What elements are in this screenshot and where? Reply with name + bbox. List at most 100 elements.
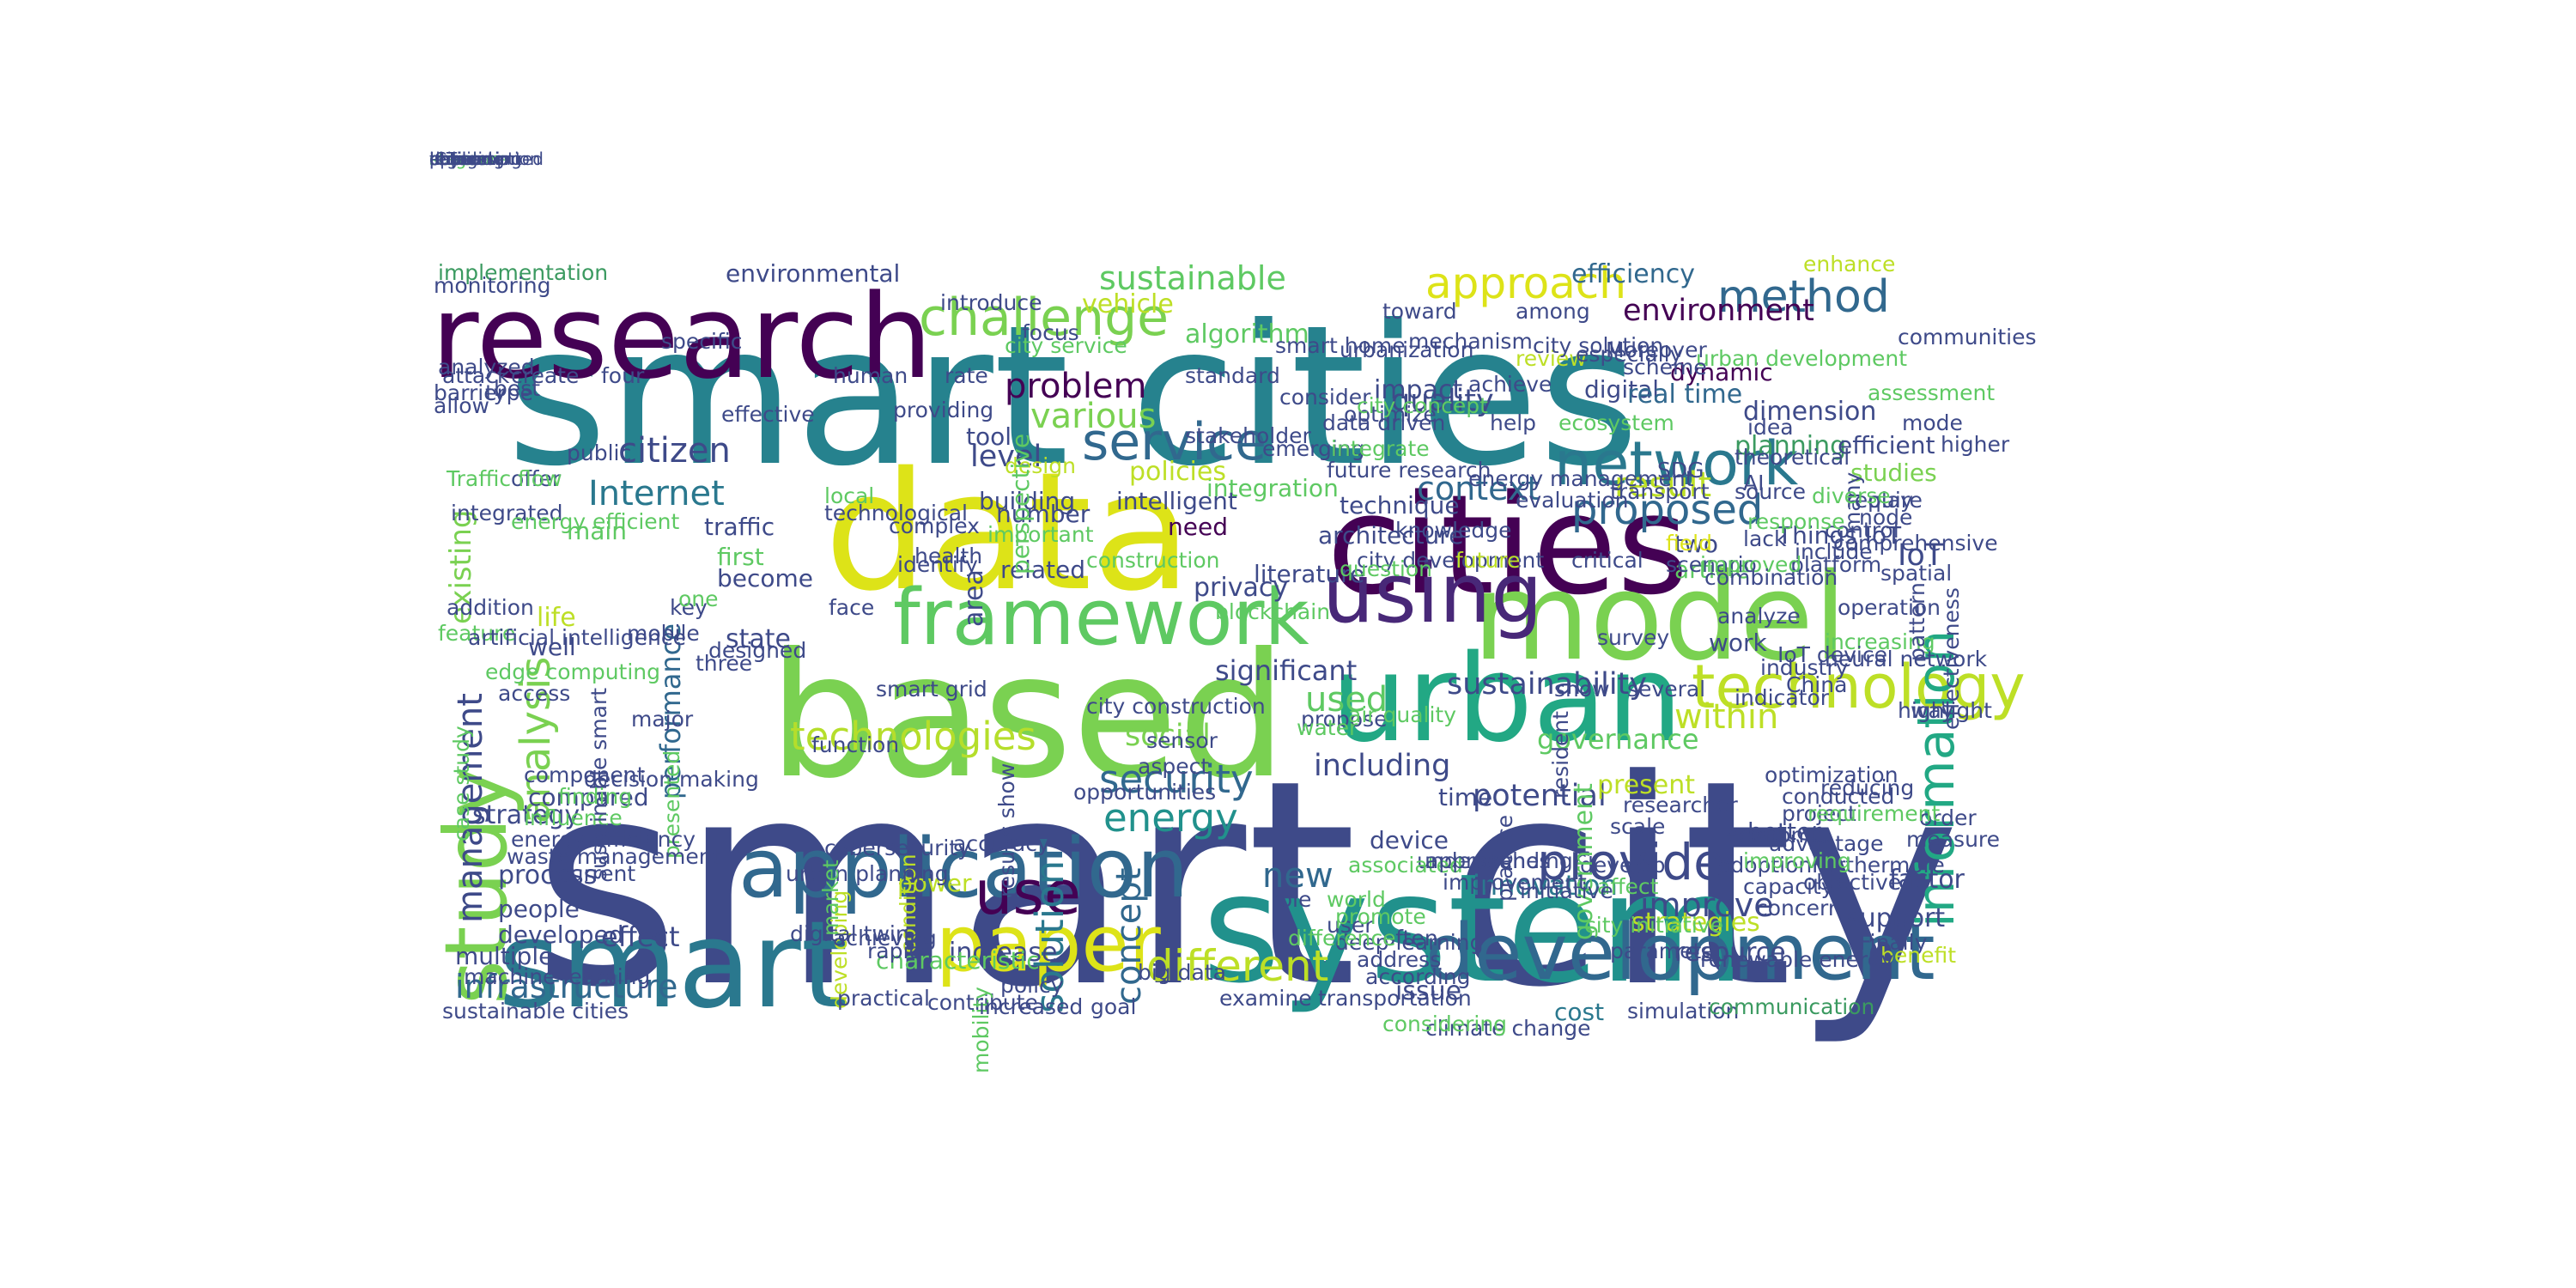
cloud-word: future (1455, 548, 1521, 573)
cloud-word: optimize (1344, 402, 1437, 427)
cloud-word: goal (1091, 994, 1137, 1019)
cloud-word: future research (1327, 458, 1492, 483)
cloud-word: simulation (1627, 999, 1740, 1024)
cloud-word: cities (1327, 465, 1689, 625)
cloud-word: real time (1627, 380, 1743, 410)
cloud-word: especially (1576, 342, 1683, 367)
cloud-word: developed (498, 920, 624, 949)
cloud-word: higher (1941, 432, 2010, 457)
cloud-word: decision making (584, 767, 759, 792)
cloud-word: factor (1889, 865, 1965, 895)
cloud-word: machine learning (464, 964, 651, 989)
cloud-word: sustainability (1447, 667, 1648, 702)
cloud-word: edge computing (485, 659, 661, 684)
cloud-word: approach (1425, 258, 1626, 308)
cloud-word: effectiveness (1939, 587, 1964, 730)
cloud-word: enhance (1803, 252, 1896, 276)
cloud-word: help (1490, 410, 1537, 435)
cloud-word: access (498, 681, 571, 706)
cloud-word: evaluation (1516, 488, 1629, 513)
cloud-word: critical (1571, 548, 1643, 573)
cloud-word: communities (1898, 325, 2037, 349)
cloud-word: promote (1335, 904, 1426, 929)
cloud-word: infrastructure (455, 968, 678, 1005)
cloud-word: spatial (1880, 561, 1953, 586)
cloud-word: include (1795, 539, 1873, 564)
cloud-word: vehicle (1082, 289, 1174, 319)
cloud-word: renewable energy (1700, 947, 1894, 972)
cloud-word: way (1911, 698, 1954, 723)
cloud-word: different (1146, 941, 1329, 991)
cloud-word: air quality (1348, 702, 1457, 727)
cloud-word: type (485, 380, 533, 405)
cloud-word: improving (1743, 848, 1851, 873)
cloud-word: proposed (1571, 486, 1764, 534)
cloud-word: focus (1022, 320, 1079, 345)
cloud-word: paper (936, 899, 1161, 989)
cloud-word: data driven (1322, 410, 1446, 435)
cloud-word: technological (824, 501, 968, 526)
cloud-word: examine (1219, 986, 1312, 1011)
cloud-word: function (811, 732, 900, 757)
cloud-word: strategies (1631, 908, 1760, 938)
cloud-word: development (1425, 908, 1935, 998)
cloud-word: charging (429, 150, 505, 169)
cloud-word: city solution (1533, 333, 1664, 358)
cloud-word: capacity (1743, 874, 1834, 899)
cloud-word: building (979, 487, 1076, 515)
cloud-word: waste management (507, 844, 721, 869)
cloud-word: scale (1610, 814, 1666, 839)
cloud-word: field (1666, 531, 1712, 556)
cloud-word: network (1554, 428, 1799, 499)
cloud-word: based (769, 617, 1287, 817)
cloud-word: rate (945, 363, 988, 388)
cloud-word: lack (1743, 526, 1787, 551)
cloud-word: provide (1537, 833, 1724, 891)
cloud-word: structure (429, 150, 507, 169)
cloud-word: idea (1747, 415, 1794, 440)
cloud-word: show (1554, 677, 1610, 702)
cloud-word: develop (1580, 853, 1666, 878)
cloud-word: results show (994, 762, 1019, 897)
cloud-word: population (429, 150, 521, 169)
cloud-word: device (1370, 826, 1449, 854)
cloud-word: urban (1331, 629, 1683, 769)
cloud-word: Furthermore (1812, 853, 1945, 878)
cloud-word: research (431, 270, 933, 404)
cloud-word: best (494, 376, 541, 401)
cloud-word: efficient (1838, 431, 1935, 459)
cloud-word: key (670, 595, 708, 620)
cloud-word: communication (1709, 994, 1875, 1019)
cloud-word: public (567, 440, 632, 465)
cloud-word: consumption (429, 150, 541, 169)
cloud-word: governance (1537, 723, 1699, 756)
cloud-word: industry (1760, 655, 1849, 680)
cloud-word: resident (1548, 711, 1573, 799)
cloud-word: big data (1138, 960, 1226, 985)
cloud-word: architecture (1318, 521, 1464, 550)
cloud-word: sensor (1146, 728, 1218, 753)
cloud-word: IoT device (1777, 642, 1888, 667)
cloud-word: innovation (1473, 869, 1618, 902)
cloud-word: problem (1005, 367, 1147, 406)
cloud-word: providing (893, 398, 994, 422)
cloud-word: city development (1357, 548, 1545, 573)
cloud-word: increasing (1825, 629, 1935, 654)
cloud-word: model (1473, 548, 1847, 688)
cloud-word: level (970, 440, 1042, 474)
cloud-word: policy (1000, 973, 1064, 998)
cloud-word: opportunities (1073, 780, 1217, 805)
cloud-word: comprehensive (1833, 531, 1998, 556)
cloud-word: contribute (927, 990, 1038, 1015)
cloud-word: compared (528, 783, 649, 811)
cloud-word: China (1786, 672, 1848, 697)
cloud-word: improve (1640, 886, 1774, 924)
cloud-word: practical (837, 986, 930, 1011)
cloud-word: requirement (1807, 801, 1941, 826)
cloud-word: address (1357, 947, 1442, 972)
cloud-word: potential (1473, 779, 1607, 813)
cloud-word: utilize (429, 150, 481, 169)
cloud-word: neural network (1825, 647, 1988, 671)
cloud-word: integration (1206, 474, 1339, 502)
cloud-word: major (631, 707, 694, 732)
